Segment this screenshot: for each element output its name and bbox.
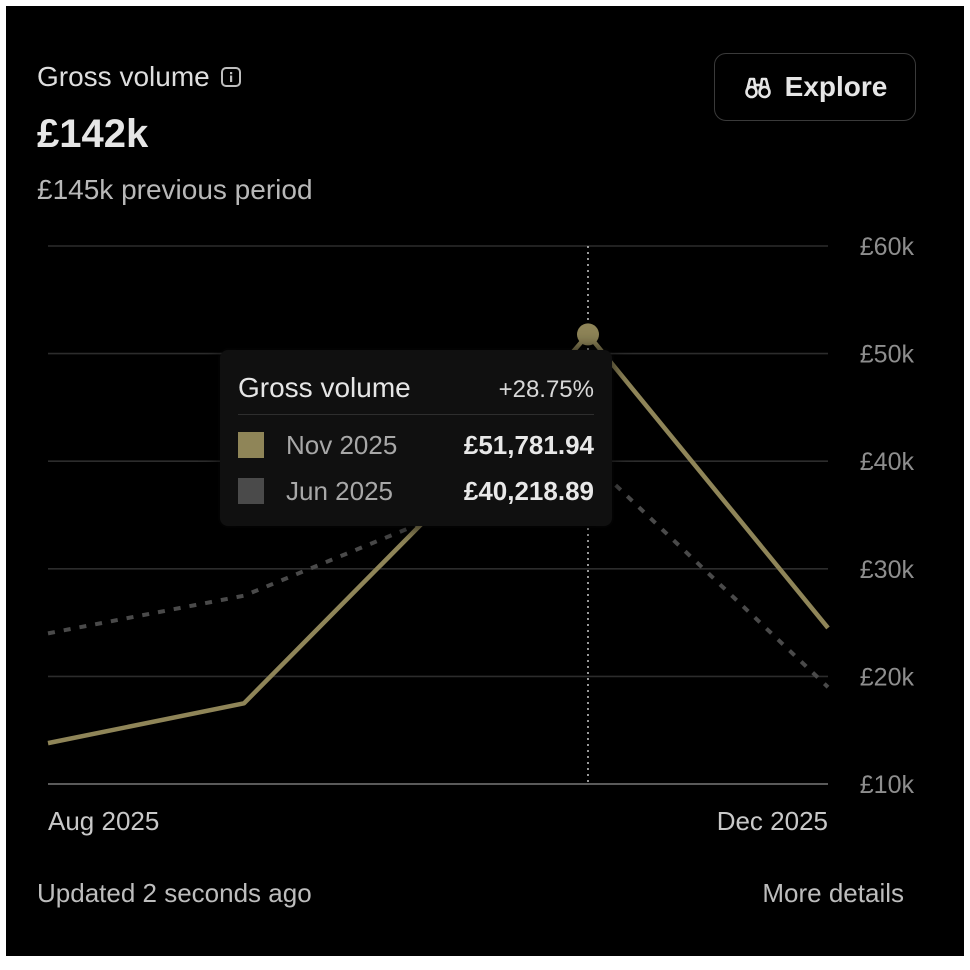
chart-tooltip: Gross volume +28.75% Nov 2025 £51,781.94…: [220, 350, 612, 526]
tooltip-swatch-previous: [238, 478, 264, 504]
y-tick-label: £30k: [860, 556, 915, 584]
binoculars-icon: [744, 77, 771, 99]
previous-period-value: £145k previous period: [37, 174, 313, 205]
tooltip-value-current: £51,781.94: [463, 429, 594, 460]
y-tick-label: £40k: [860, 448, 915, 476]
explore-label: Explore: [784, 71, 888, 102]
y-tick-label: £20k: [860, 663, 915, 691]
gross-volume-chart[interactable]: £60k £50k £40k £30k £20k £10k Aug 2025 Dec 2025: [6, 6, 964, 856]
info-icon[interactable]: [220, 66, 242, 88]
series-line-previous: [47, 456, 830, 689]
y-tick-label: £60k: [860, 233, 915, 261]
tooltip-period-previous: Jun 2025: [286, 475, 393, 506]
tooltip-row-previous: Jun 2025 £40,218.89: [238, 475, 594, 507]
gross-volume-card: Gross volume £142k £145k previous period…: [6, 6, 964, 956]
tooltip-swatch-current: [238, 432, 264, 458]
updated-status: Updated 2 seconds ago: [37, 878, 312, 908]
more-details-link[interactable]: More details: [762, 878, 904, 908]
explore-button[interactable]: Explore: [714, 53, 916, 121]
x-tick-label: Aug 2025: [48, 806, 159, 836]
tooltip-row-current: Nov 2025 £51,781.94: [238, 429, 594, 461]
card-title: Gross volume: [37, 61, 210, 92]
gross-volume-value: £142k: [37, 112, 149, 156]
tooltip-value-previous: £40,218.89: [463, 475, 594, 506]
tooltip-period-current: Nov 2025: [286, 429, 398, 460]
highlight-point-current: [577, 323, 599, 346]
y-tick-label: £50k: [860, 341, 915, 369]
x-tick-label: Dec 2025: [717, 806, 828, 836]
card-header: Gross volume: [37, 61, 242, 93]
tooltip-change: +28.75%: [498, 376, 594, 403]
tooltip-title: Gross volume: [238, 372, 411, 403]
y-tick-label: £10k: [860, 771, 915, 799]
tooltip-header: Gross volume +28.75%: [238, 372, 594, 415]
